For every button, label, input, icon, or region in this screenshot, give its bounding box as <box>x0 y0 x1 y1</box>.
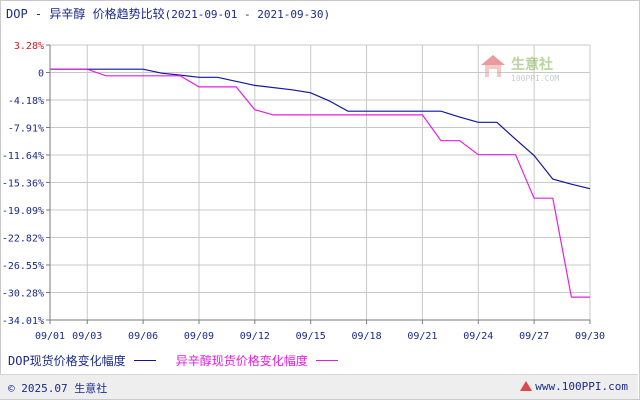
legend-label-dop: DOP现货价格变化幅度 <box>8 354 126 368</box>
y-tick-label: -30.28% <box>2 289 44 300</box>
copyright-text: © 2025.07 生意社 <box>8 382 108 395</box>
watermark-house-icon <box>481 55 505 65</box>
x-tick-label: 09/06 <box>128 331 158 342</box>
watermark-logo: 生意社 100PPI.COM <box>481 55 559 83</box>
title-text: DOP - 异辛醇 价格趋势比较 <box>6 7 165 21</box>
grid-lines <box>49 44 591 321</box>
axis-ticks: 3.28% 0 -4.18% -7.91% -11.64% -15.36% -19.09% -… <box>2 41 605 342</box>
y-tick-label: -19.09% <box>2 206 44 217</box>
y-tick-label: -11.64% <box>2 151 44 162</box>
x-tick-label: 09/09 <box>184 331 214 342</box>
y-tick-label: -4.18% <box>8 96 44 107</box>
x-tick-label: 09/01 <box>35 331 65 342</box>
watermark-house-door <box>489 69 497 77</box>
chart-legend: DOP现货价格变化幅度 异辛醇现货价格变化幅度 <box>8 352 358 369</box>
x-tick-label: 09/12 <box>240 331 270 342</box>
chart-title: DOP - 异辛醇 价格趋势比较(2021-09-01 - 2021-09-30… <box>6 5 330 22</box>
y-tick-label: 0 <box>38 69 44 80</box>
site-link-text[interactable]: www.100PPI.com <box>535 380 628 393</box>
site-logo-icon <box>520 381 533 391</box>
series-lines <box>50 68 591 298</box>
watermark-url: 100PPI.COM <box>511 74 559 83</box>
series-line-dop <box>50 68 591 190</box>
y-tick-label: -34.01% <box>2 316 44 327</box>
x-tick-label: 09/24 <box>463 331 493 342</box>
price-trend-chart: 生意社 100PPI.COM 3.28% 0 -4.18% -7.91% -11.64%… <box>2 41 605 342</box>
y-tick-label: -26.55% <box>2 261 44 272</box>
date-range: (2021-09-01 - 2021-09-30) <box>164 8 331 21</box>
series-line-isooctanol <box>50 68 590 298</box>
y-tick-label: 3.28% <box>14 41 44 52</box>
legend-swatch-isooctanol <box>315 360 338 361</box>
x-tick-label: 09/18 <box>351 331 381 342</box>
x-tick-label: 09/15 <box>296 331 326 342</box>
x-tick-label: 09/21 <box>407 331 437 342</box>
watermark-name: 生意社 <box>511 56 553 73</box>
site-link[interactable]: www.100PPI.com <box>520 380 628 393</box>
legend-item-isooctanol: 异辛醇现货价格变化幅度 <box>176 352 338 369</box>
y-tick-label: -22.82% <box>2 234 44 245</box>
x-tick-label: 09/27 <box>519 331 549 342</box>
legend-item-dop: DOP现货价格变化幅度 <box>8 352 156 369</box>
legend-swatch-dop <box>133 360 156 361</box>
footer-bar: © 2025.07 生意社 www.100PPI.com <box>0 374 638 399</box>
y-tick-label: -15.36% <box>2 179 44 190</box>
legend-label-isooctanol: 异辛醇现货价格变化幅度 <box>175 354 308 368</box>
x-tick-label: 09/03 <box>72 331 102 342</box>
x-tick-label: 09/30 <box>575 331 605 342</box>
y-tick-label: -7.91% <box>8 124 44 135</box>
